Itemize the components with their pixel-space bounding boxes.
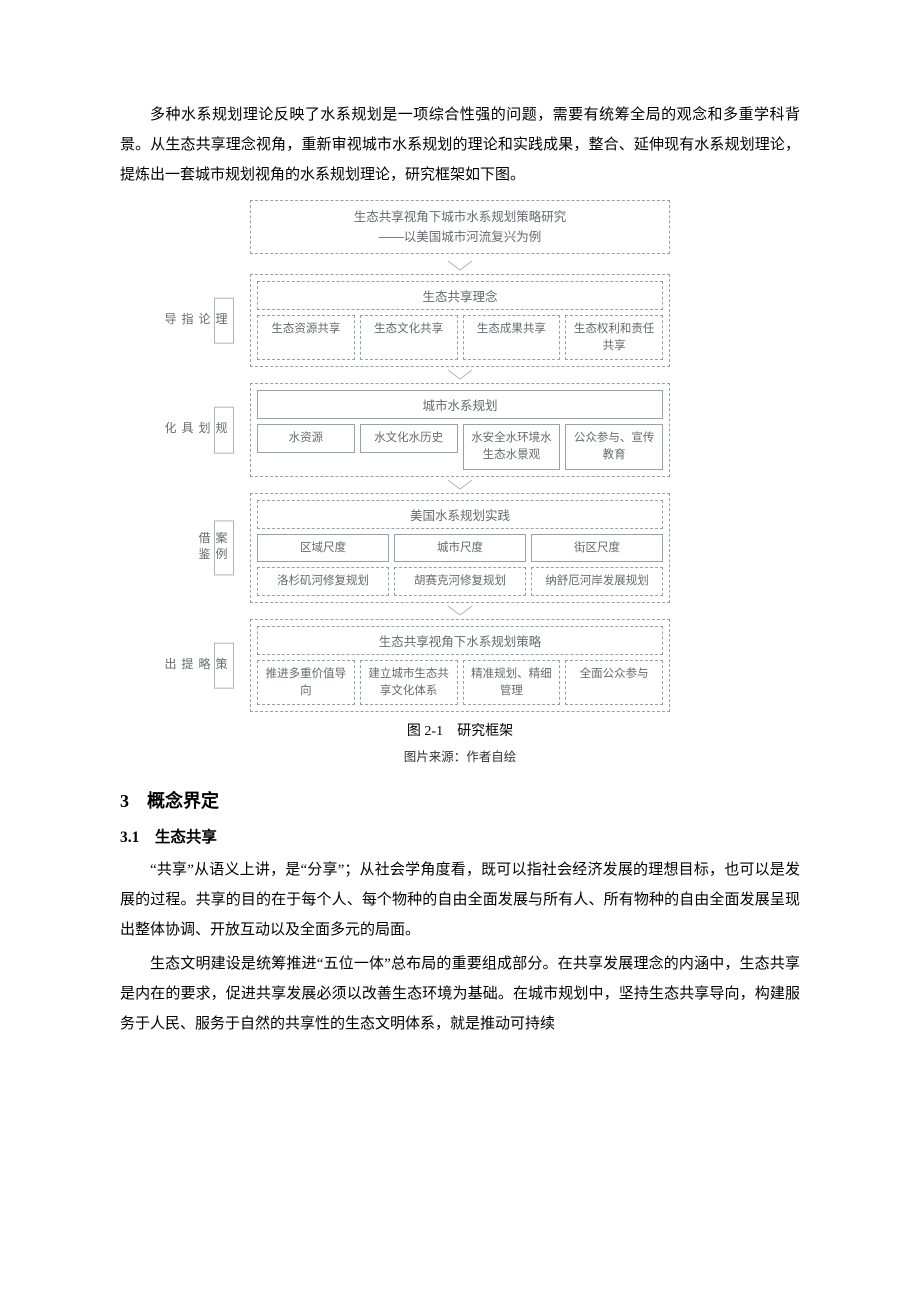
- cell: 水安全水环境水生态水景观: [463, 424, 561, 469]
- arrow-down-icon: [250, 477, 670, 493]
- cell-stack: 水文化水历史: [363, 430, 455, 447]
- cell-line: 水环境: [506, 432, 541, 444]
- cell: 精准规划、精细管理: [463, 660, 561, 705]
- section-case-row2: 洛杉矶河修复规划 胡赛克河修复规划 纳舒厄河岸发展规划: [257, 567, 663, 596]
- cell: 洛杉矶河修复规划: [257, 567, 389, 596]
- diagram-title: 生态共享视角下城市水系规划策略研究 ——以美国城市河流复兴为例: [250, 200, 670, 254]
- cell: 生态文化共享: [360, 315, 458, 360]
- heading-3-1: 3.1 生态共享: [120, 825, 800, 847]
- cell: 水文化水历史: [360, 424, 458, 453]
- figure-caption: 图 2-1 研究框架: [120, 720, 800, 740]
- side-label-plan: 规划具化: [214, 407, 234, 454]
- section-plan: 城市水系规划 水资源 水文化水历史 水安全水环境水生态水景观 公众参与、宣传教育: [250, 383, 670, 476]
- heading-3: 3 概念界定: [120, 787, 800, 813]
- para-3-1-b: 生态文明建设是统筹推进“五位一体”总布局的重要组成部分。在共享发展理念的内涵中，…: [120, 949, 800, 1039]
- cell: 生态权利和责任共享: [565, 315, 663, 360]
- diagram-title-line1: 生态共享视角下城市水系规划策略研究: [259, 207, 661, 227]
- cell: 生态资源共享: [257, 315, 355, 360]
- cell: 胡赛克河修复规划: [394, 567, 526, 596]
- cell-stack: 水安全水环境水生态水景观: [466, 430, 558, 463]
- intro-paragraph: 多种水系规划理论反映了水系规划是一项综合性强的问题，需要有统筹全局的观念和多重学…: [120, 100, 800, 190]
- diagram-title-line2: ——以美国城市河流复兴为例: [259, 227, 661, 247]
- para-3-1-a: “共享”从语义上讲，是“分享”；从社会学角度看，既可以指社会经济发展的理想目标，…: [120, 855, 800, 945]
- cell: 城市尺度: [394, 534, 526, 563]
- side-label-case: 案例借鉴: [214, 520, 234, 575]
- section-case: 美国水系规划实践 区域尺度 城市尺度 街区尺度 洛杉矶河修复规划 胡赛克河修复规…: [250, 493, 670, 603]
- section-strategy-row: 推进多重价值导向 建立城市生态共享文化体系 精准规划、精细管理 全面公众参与: [257, 660, 663, 705]
- arrow-down-icon: [250, 603, 670, 619]
- cell-line: 水历史: [409, 432, 444, 444]
- arrow-down-icon: [250, 258, 670, 274]
- research-framework-diagram: 生态共享视角下城市水系规划策略研究 ——以美国城市河流复兴为例 理论指导 生态共…: [250, 200, 670, 712]
- section-case-row1: 区域尺度 城市尺度 街区尺度: [257, 534, 663, 563]
- cell-line: 水安全: [471, 432, 506, 444]
- cell: 建立城市生态共享文化体系: [360, 660, 458, 705]
- cell: 推进多重价值导向: [257, 660, 355, 705]
- section-theory-header: 生态共享理念: [257, 281, 663, 310]
- figure-source: 图片来源：作者自绘: [120, 746, 800, 765]
- cell: 水资源: [257, 424, 355, 453]
- section-strategy-header: 生态共享视角下水系规划策略: [257, 626, 663, 655]
- cell-line: 水文化: [374, 432, 409, 444]
- section-case-header: 美国水系规划实践: [257, 500, 663, 529]
- side-label-strategy: 策略提出: [214, 642, 234, 689]
- cell: 街区尺度: [531, 534, 663, 563]
- cell: 生态成果共享: [463, 315, 561, 360]
- cell: 全面公众参与: [565, 660, 663, 705]
- section-plan-header: 城市水系规划: [257, 390, 663, 419]
- cell-line: 水景观: [506, 449, 541, 461]
- section-plan-row: 水资源 水文化水历史 水安全水环境水生态水景观 公众参与、宣传教育: [257, 424, 663, 469]
- side-label-theory: 理论指导: [214, 297, 234, 344]
- cell: 区域尺度: [257, 534, 389, 563]
- cell: 纳舒厄河岸发展规划: [531, 567, 663, 596]
- cell: 公众参与、宣传教育: [565, 424, 663, 469]
- section-theory-row: 生态资源共享 生态文化共享 生态成果共享 生态权利和责任共享: [257, 315, 663, 360]
- arrow-down-icon: [250, 367, 670, 383]
- section-theory: 生态共享理念 生态资源共享 生态文化共享 生态成果共享 生态权利和责任共享: [250, 274, 670, 367]
- section-strategy: 生态共享视角下水系规划策略 推进多重价值导向 建立城市生态共享文化体系 精准规划…: [250, 619, 670, 712]
